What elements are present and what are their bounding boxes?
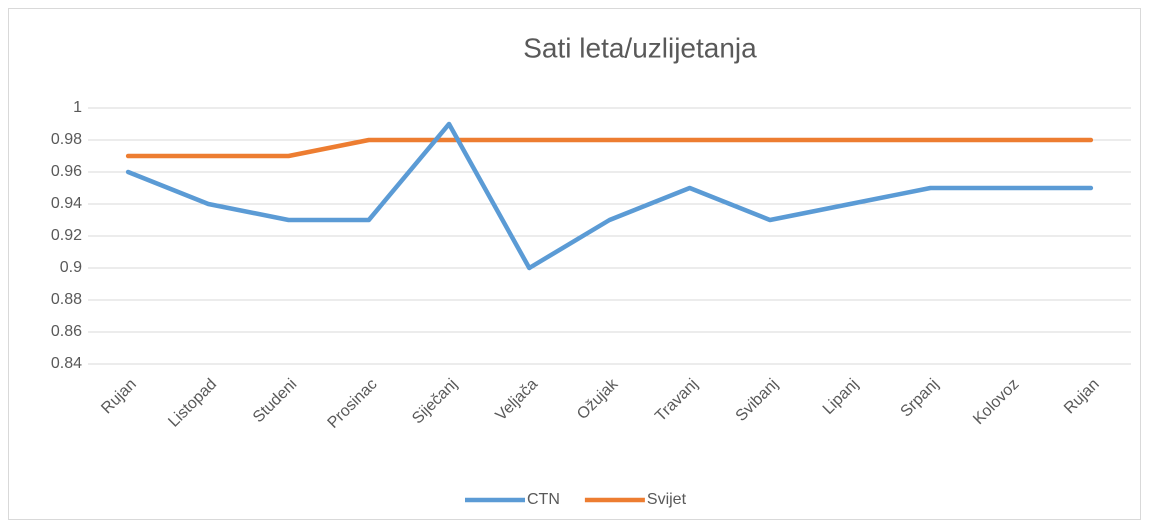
y-tick-label: 0.86 — [51, 323, 82, 340]
chart-title: Sati leta/uzlijetanja — [523, 32, 757, 63]
line-series — [125, 121, 1094, 271]
y-tick-label: 0.94 — [51, 195, 82, 212]
y-tick-label: 0.92 — [51, 227, 82, 244]
y-tick-label: 0.84 — [51, 355, 82, 372]
y-tick-label: 0.88 — [51, 291, 82, 308]
legend-label: Svijet — [647, 491, 687, 508]
line-series — [125, 137, 1094, 159]
y-tick-label: 0.9 — [60, 259, 82, 276]
legend-label: CTN — [527, 491, 560, 508]
chart-border — [8, 8, 1141, 520]
y-tick-label: 0.98 — [51, 131, 82, 148]
y-tick-label: 1 — [73, 99, 82, 116]
y-tick-label: 0.96 — [51, 163, 82, 180]
